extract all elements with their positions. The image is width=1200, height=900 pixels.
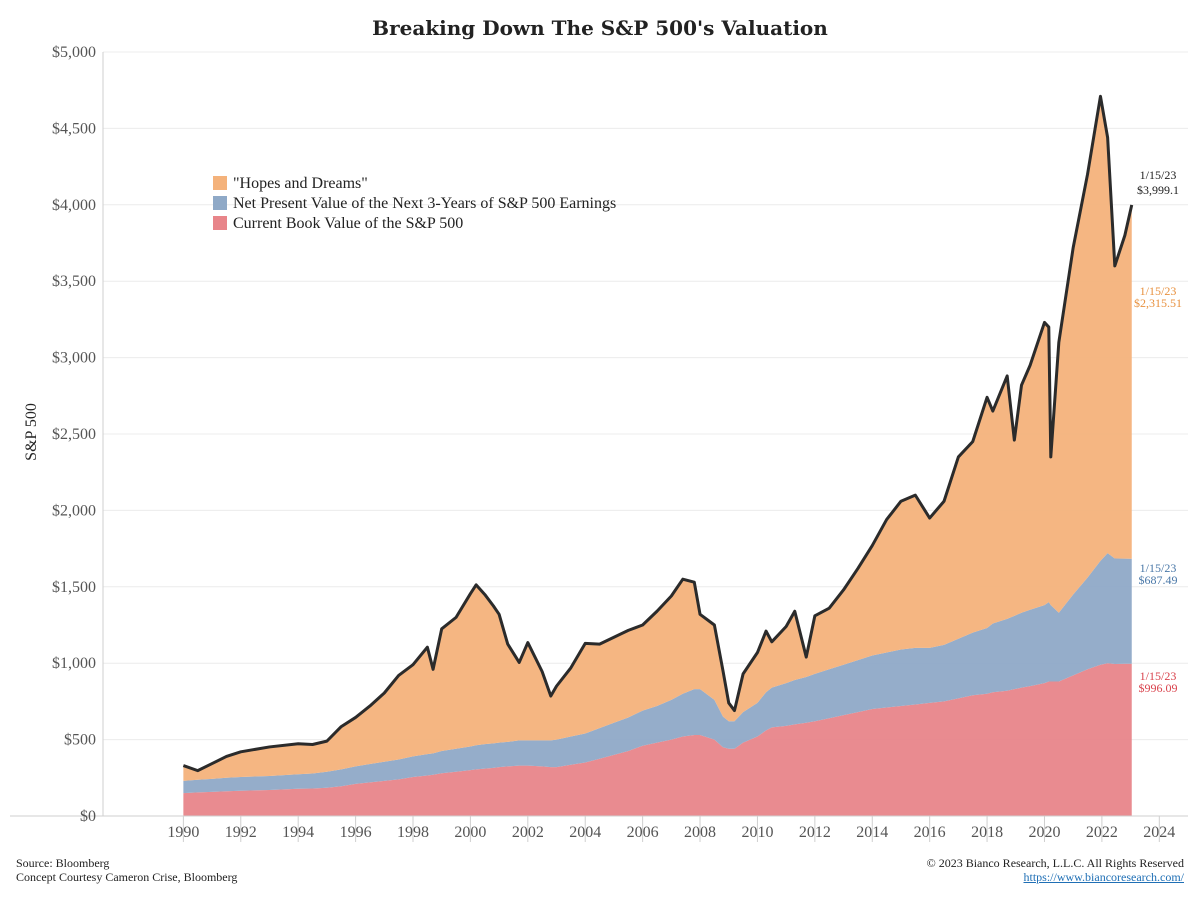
end-label-value: $3,999.1 — [1137, 183, 1179, 197]
y-tick-label: $0 — [80, 808, 96, 825]
x-tick-label: 2018 — [971, 824, 1003, 841]
legend-item-label: Current Book Value of the S&P 500 — [233, 215, 463, 232]
x-tick-label: 2004 — [569, 824, 601, 841]
axes — [10, 52, 1188, 817]
sp500-line-layer — [182, 94, 1134, 773]
y-tick-label: $2,000 — [52, 502, 96, 519]
area-series-0 — [183, 663, 1132, 816]
x-tick-label: 2020 — [1028, 824, 1060, 841]
end-label-date: 1/15/23 — [1140, 561, 1177, 575]
x-tick-label: 1996 — [340, 824, 372, 841]
stacked-areas — [183, 96, 1132, 816]
source-text: Source: Bloomberg — [16, 856, 110, 870]
x-tick-label: 2002 — [512, 824, 544, 841]
y-tick-label: $4,000 — [52, 197, 96, 214]
y-tick-label: $3,000 — [52, 350, 96, 367]
x-tick-label: 2012 — [799, 824, 831, 841]
end-label-value: $996.09 — [1139, 681, 1178, 695]
x-tick-labels: 1990 1992 1994 1996 1998 2000 2002 2004 2006 2008… — [167, 816, 1175, 842]
x-tick-label: 2014 — [856, 824, 888, 841]
legend: "Hopes and Dreams" Net Present Value of t… — [213, 175, 616, 232]
legend-swatch — [213, 216, 227, 230]
y-tick-label: $1,000 — [52, 655, 96, 672]
x-tick-label: 1998 — [397, 824, 429, 841]
end-label-value: $687.49 — [1139, 573, 1178, 587]
x-tick-label: 2008 — [684, 824, 716, 841]
x-tick-label: 1992 — [225, 824, 257, 841]
y-tick-label: $3,500 — [52, 273, 96, 290]
y-tick-labels: $0 $500 $1,000 $1,500 $2,000 $2,500 $3,000 $3,5… — [52, 44, 96, 825]
y-tick-label: $4,500 — [52, 120, 96, 137]
chart-title: Breaking Down The S&P 500's Valuation — [372, 16, 828, 40]
end-label-date: 1/15/23 — [1140, 168, 1177, 182]
legend-swatch — [213, 176, 227, 190]
area-series-1 — [183, 553, 1132, 794]
end-label-value: $2,315.51 — [1134, 296, 1182, 310]
x-tick-label: 2016 — [914, 824, 946, 841]
sp500-line — [182, 94, 1134, 773]
end-value-annotations: 1/15/23$3,999.11/15/23$2,315.511/15/23$6… — [1134, 168, 1182, 695]
copyright-text: © 2023 Bianco Research, L.L.C. All Right… — [926, 856, 1184, 870]
x-tick-label: 2022 — [1086, 824, 1118, 841]
y-tick-label: $1,500 — [52, 579, 96, 596]
end-label-date: 1/15/23 — [1140, 669, 1177, 683]
y-tick-label: $500 — [64, 732, 96, 749]
end-label-date: 1/15/23 — [1140, 284, 1177, 298]
legend-item-label: Net Present Value of the Next 3-Years of… — [233, 195, 616, 212]
area-series-2 — [183, 96, 1132, 781]
x-tick-label: 2010 — [741, 824, 773, 841]
footer-copyright: © 2023 Bianco Research, L.L.C. All Right… — [927, 856, 1184, 884]
footer-source: Source: Bloomberg Concept Courtesy Camer… — [16, 856, 237, 884]
y-tick-label: $5,000 — [52, 44, 96, 61]
legend-swatch — [213, 196, 227, 210]
concept-text: Concept Courtesy Cameron Crise, Bloomber… — [16, 870, 238, 884]
y-axis-label: S&P 500 — [23, 403, 40, 461]
y-tick-label: $2,500 — [52, 426, 96, 443]
x-tick-label: 2024 — [1143, 824, 1175, 841]
legend-item-label: "Hopes and Dreams" — [233, 175, 368, 192]
website-link[interactable]: https://www.biancoresearch.com/ — [1023, 870, 1184, 884]
x-tick-label: 1994 — [282, 824, 314, 841]
x-tick-label: 2006 — [627, 824, 659, 841]
x-tick-label: 1990 — [167, 824, 199, 841]
x-tick-label: 2000 — [454, 824, 486, 841]
